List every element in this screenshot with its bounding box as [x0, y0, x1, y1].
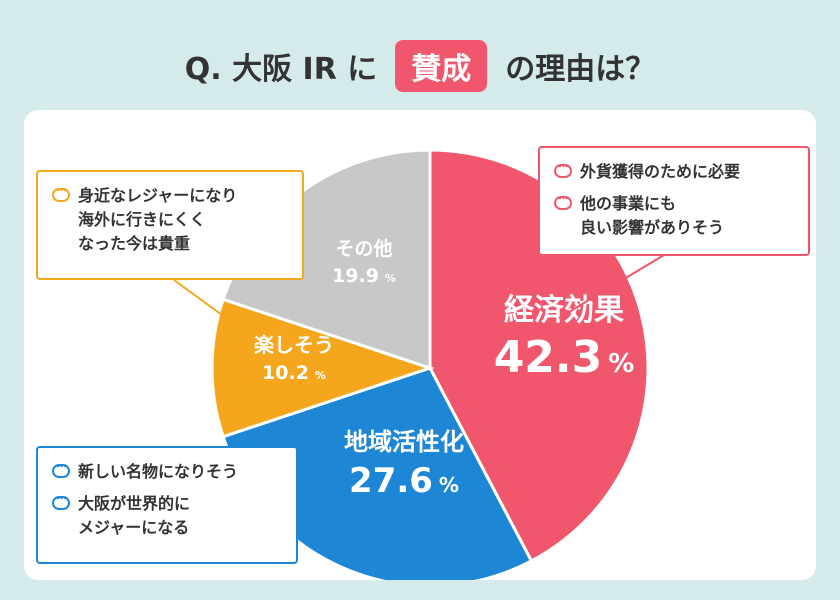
callout-text: 外貨獲得のために必要 [580, 162, 741, 181]
callout-pink: 外貨獲得のために必要 他の事業にも 良い影響がありそう [538, 146, 810, 256]
callout-orange: 身近なレジャーになり 海外に行きにくく なった今は貴重 [36, 170, 304, 280]
title-prefix: Q. 大阪 IR に [184, 52, 378, 87]
speech-bubble-icon [52, 181, 70, 202]
callout-text: 身近なレジャーになり 海外に行きにくく なった今は貴重 [78, 186, 238, 253]
callout-item: 身近なレジャーになり 海外に行きにくく なった今は貴重 [52, 181, 288, 256]
slice-value-label: 42.3% [494, 332, 635, 383]
title-highlight-badge: 賛成 [395, 40, 488, 92]
callout-text: 他の事業にも 良い影響がありそう [580, 194, 725, 237]
callout-item: 新しい名物になりそう [52, 457, 282, 484]
callout-item: 大阪が世界的に メジャーになる [52, 489, 282, 540]
slice-value-label: 19.9% [332, 265, 396, 287]
slice-label: 経済効果 [504, 293, 624, 328]
slice-value-label: 27.6% [349, 461, 459, 501]
callout-item: 他の事業にも 良い影響がありそう [554, 189, 794, 240]
slice-label: その他 [335, 237, 392, 260]
callout-item: 外貨獲得のために必要 [554, 157, 794, 184]
callout-text: 新しい名物になりそう [78, 462, 239, 481]
speech-bubble-icon [52, 489, 70, 510]
chart-title: Q. 大阪 IR に 賛成 の理由は？ [0, 36, 840, 96]
speech-bubble-icon [554, 157, 572, 178]
slice-value-label: 10.2% [262, 362, 326, 384]
speech-bubble-icon [52, 457, 70, 478]
slice-label: 地域活性化 [344, 428, 464, 456]
callout-blue: 新しい名物になりそう 大阪が世界的に メジャーになる [36, 446, 298, 564]
chart-card: 経済効果 42.3% 地域活性化 27.6% 楽しそう 10.2% その他 19.9% 身近な… [24, 110, 816, 580]
slice-label: 楽しそう [254, 333, 334, 357]
speech-bubble-icon [554, 189, 572, 210]
title-suffix: の理由は？ [505, 52, 656, 87]
callout-text: 大阪が世界的に メジャーになる [78, 494, 191, 537]
